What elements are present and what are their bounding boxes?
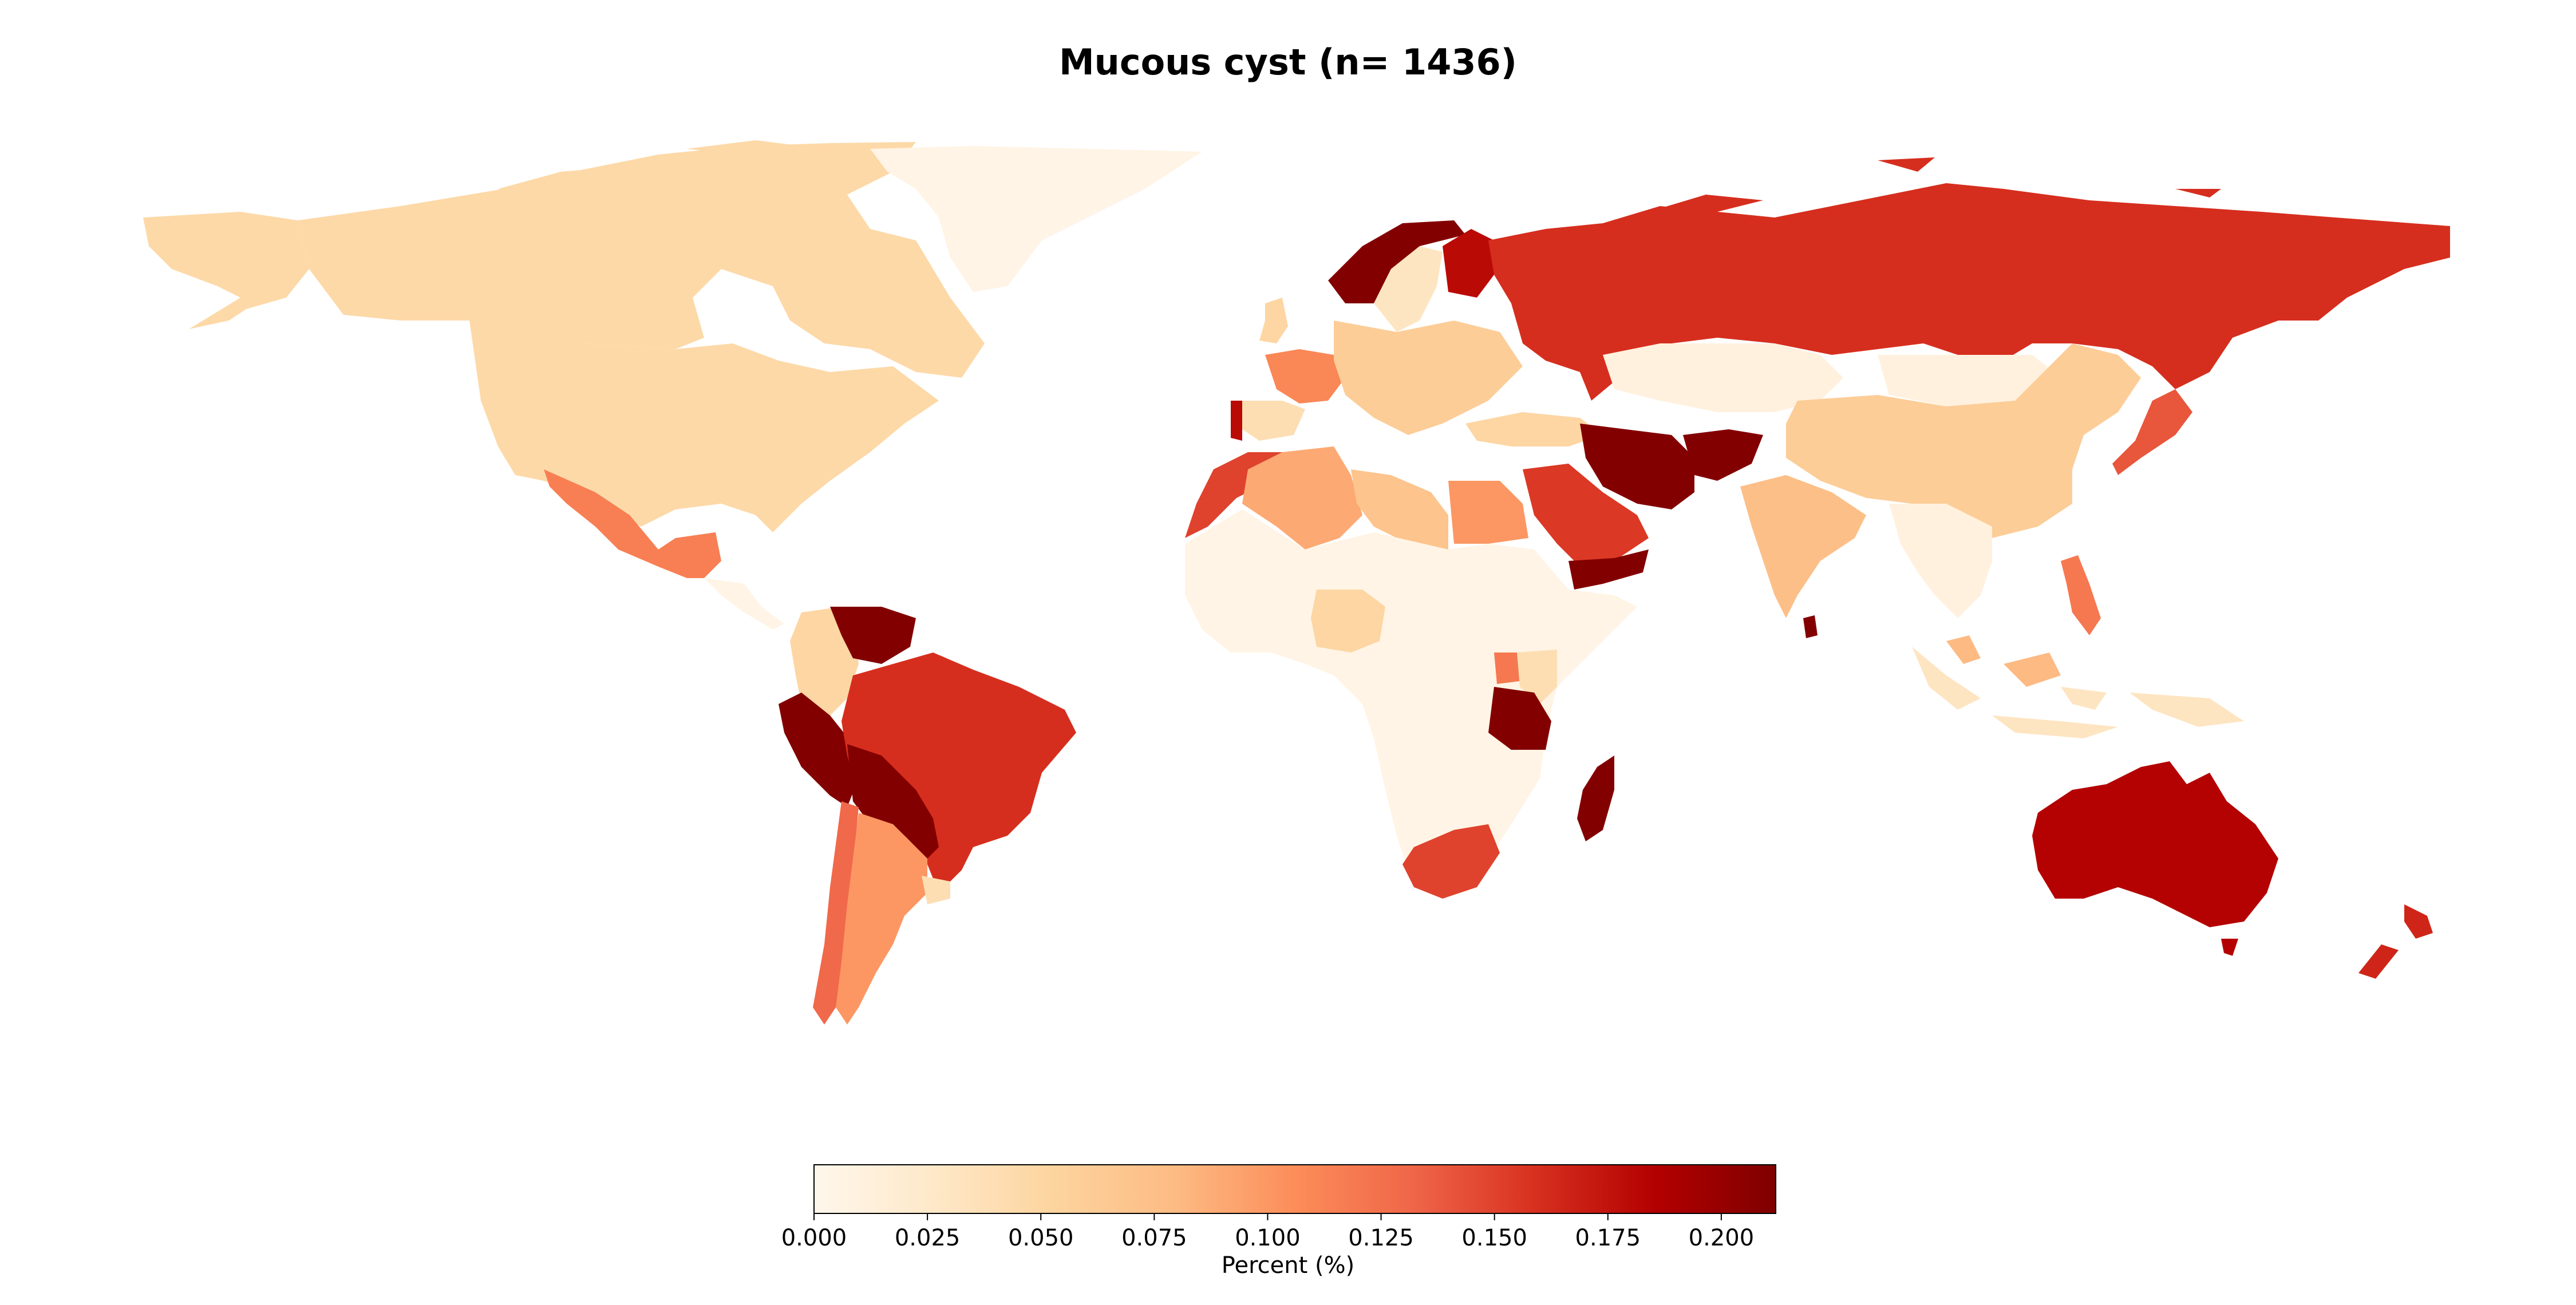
region-sweden (1374, 246, 1443, 332)
region-south-africa (1402, 824, 1500, 899)
region-argentina (836, 813, 927, 1025)
region-mongolia (1878, 355, 2061, 406)
region-uruguay (922, 876, 950, 904)
region-chile (813, 801, 859, 1025)
region-canada (298, 142, 985, 378)
region-new-zealand (2358, 904, 2433, 979)
region-china (1786, 343, 2141, 538)
colorbar-tick-label: 0.025 (895, 1225, 961, 1251)
region-turkey (1465, 412, 1603, 446)
colorbar-tick-label: 0.200 (1689, 1225, 1755, 1251)
region-southeast-asia (1889, 504, 1992, 618)
region-philippines (2061, 555, 2101, 635)
region-kazakhstan (1603, 343, 1843, 412)
colorbar-label: Percent (%) (1221, 1252, 1355, 1279)
region-finland (1443, 229, 1494, 298)
region-central-america (704, 578, 784, 630)
region-saudi-arabia (1523, 464, 1649, 567)
region-sri-lanka (1803, 615, 1818, 638)
colorbar-ticks: 0.000 0.025 0.050 0.075 0.100 0.125 0.150 0.175… (781, 1213, 1754, 1251)
colorbar: 0.000 0.025 0.050 0.075 0.100 0.125 0.150 0.175… (781, 1164, 1776, 1251)
colorbar-tick-label: 0.000 (781, 1225, 847, 1251)
colorbar-rect (813, 1164, 1776, 1214)
region-iran (1580, 424, 1694, 509)
region-madagascar (1577, 756, 1614, 841)
region-venezuela (830, 607, 916, 664)
colorbar-tick-label: 0.175 (1575, 1225, 1641, 1251)
region-alaska (143, 212, 309, 329)
region-afghanistan (1683, 429, 1763, 481)
region-sub-saharan-africa (1185, 509, 1637, 893)
region-central-europe (1334, 321, 1523, 435)
map-title: Mucous cyst (n= 1436) (1058, 41, 1517, 83)
region-russia-islands (1649, 157, 2221, 217)
colorbar-tick-label: 0.075 (1121, 1225, 1187, 1251)
region-kenya (1517, 650, 1557, 704)
colorbar-tick-label: 0.150 (1461, 1225, 1527, 1251)
region-india (1740, 475, 1866, 618)
region-russia (1488, 183, 2450, 401)
region-egypt (1448, 481, 1528, 544)
region-mexico (544, 469, 721, 578)
region-libya (1351, 469, 1448, 549)
region-norway (1328, 220, 1465, 303)
country-regions (143, 140, 2450, 1025)
colorbar-tick-label: 0.100 (1235, 1225, 1301, 1251)
region-portugal (1231, 401, 1242, 441)
region-brazil (841, 652, 1076, 893)
region-canada-islands (498, 140, 801, 220)
region-spain (1242, 401, 1305, 441)
colorbar-tick-label: 0.125 (1348, 1225, 1414, 1251)
region-uganda (1494, 652, 1520, 684)
region-australia (2032, 761, 2278, 927)
region-greenland (870, 146, 1202, 292)
region-yemen (1568, 549, 1649, 590)
region-algeria (1242, 446, 1362, 549)
colorbar-tick-label: 0.050 (1008, 1225, 1074, 1251)
region-tasmania (2221, 939, 2238, 956)
region-peru (779, 693, 859, 807)
region-japan (2112, 389, 2192, 475)
region-united-kingdom (1259, 298, 1288, 343)
region-indonesia (1912, 647, 2244, 738)
region-nigeria (1311, 590, 1385, 652)
region-bolivia (847, 744, 939, 859)
region-tanzania (1488, 687, 1551, 750)
region-france (1265, 349, 1345, 404)
region-malaysia (1946, 635, 2061, 687)
region-united-states (469, 321, 939, 532)
